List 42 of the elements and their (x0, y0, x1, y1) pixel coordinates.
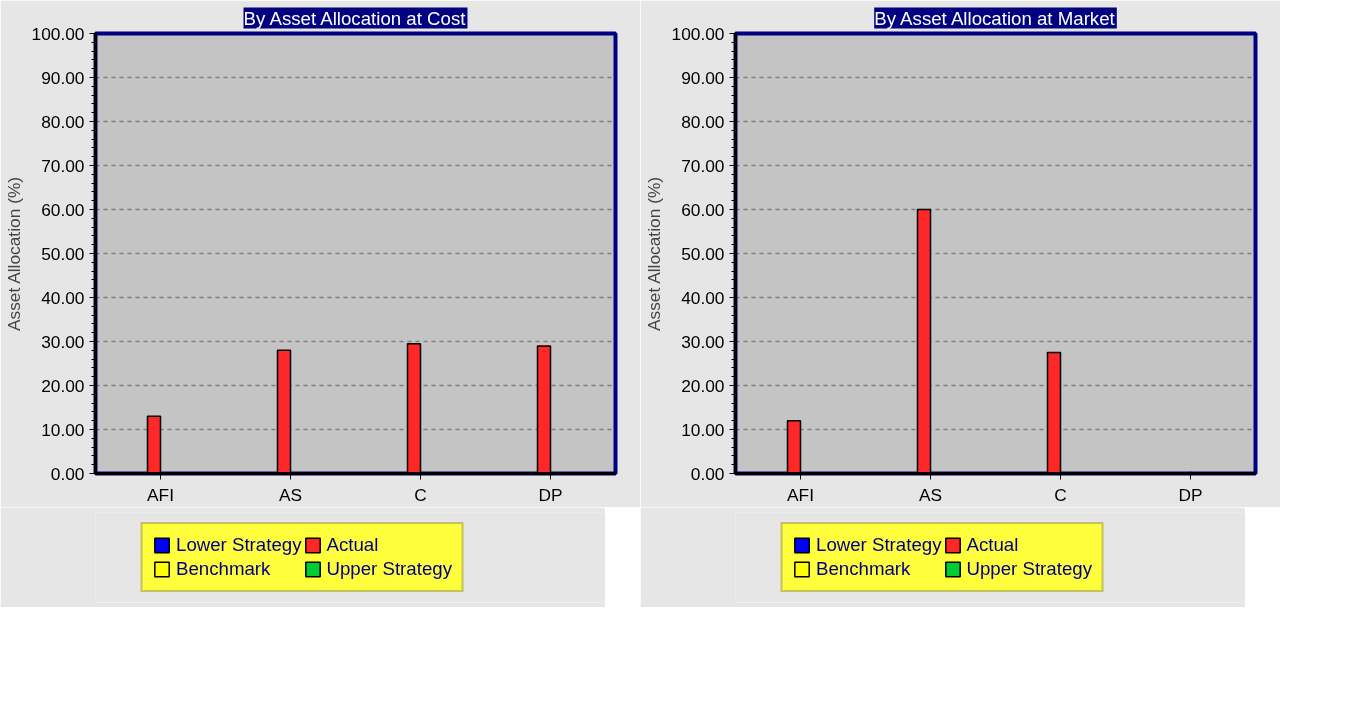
y-tick-label: 80.00 (681, 111, 725, 132)
legend-label: Lower Strategy (176, 534, 302, 556)
y-tick-label: 100.00 (31, 23, 85, 44)
y-tick-label: 50.00 (41, 243, 85, 264)
y-tick-label: 90.00 (681, 67, 725, 88)
x-tick-label: AS (278, 484, 303, 505)
y-tick-label: 0.00 (690, 463, 725, 484)
y-tick-label: 30.00 (681, 331, 725, 352)
x-tick-label: C (414, 484, 427, 505)
y-tick-label: 70.00 (41, 155, 85, 176)
y-tick-label: 100.00 (671, 23, 725, 44)
y-tick-label: 80.00 (41, 111, 85, 132)
legend-label: Upper Strategy (326, 558, 452, 580)
y-tick-label: 40.00 (681, 287, 725, 308)
x-tick-label: C (1054, 484, 1067, 505)
y-tick-label: 90.00 (41, 67, 85, 88)
y-tick-label: 50.00 (681, 243, 725, 264)
legend-label: Upper Strategy (966, 558, 1092, 580)
legend-label: Benchmark (176, 558, 271, 580)
y-axis-title: Asset Allocation (%) (643, 176, 664, 332)
legend-label: Actual (966, 534, 1019, 556)
y-tick-label: 10.00 (681, 419, 725, 440)
y-tick-label: 20.00 (41, 375, 85, 396)
x-tick-label: AFI (147, 484, 174, 505)
x-tick-label: AS (918, 484, 943, 505)
y-tick-label: 40.00 (41, 287, 85, 308)
chart-title: By Asset Allocation at Cost (243, 7, 467, 29)
legend-label: Lower Strategy (816, 534, 942, 556)
x-tick-label: DP (1178, 484, 1203, 505)
x-tick-label: DP (538, 484, 563, 505)
y-tick-label: 60.00 (41, 199, 85, 220)
x-tick-label: AFI (787, 484, 814, 505)
legend-label: Benchmark (816, 558, 911, 580)
y-tick-label: 70.00 (681, 155, 725, 176)
y-tick-label: 20.00 (681, 375, 725, 396)
y-tick-label: 60.00 (681, 199, 725, 220)
y-tick-label: 30.00 (41, 331, 85, 352)
y-tick-label: 0.00 (50, 463, 85, 484)
y-axis-title: Asset Allocation (%) (3, 176, 24, 332)
legend-label: Actual (326, 534, 379, 556)
y-tick-label: 10.00 (41, 419, 85, 440)
chart-title: By Asset Allocation at Market (874, 7, 1116, 29)
